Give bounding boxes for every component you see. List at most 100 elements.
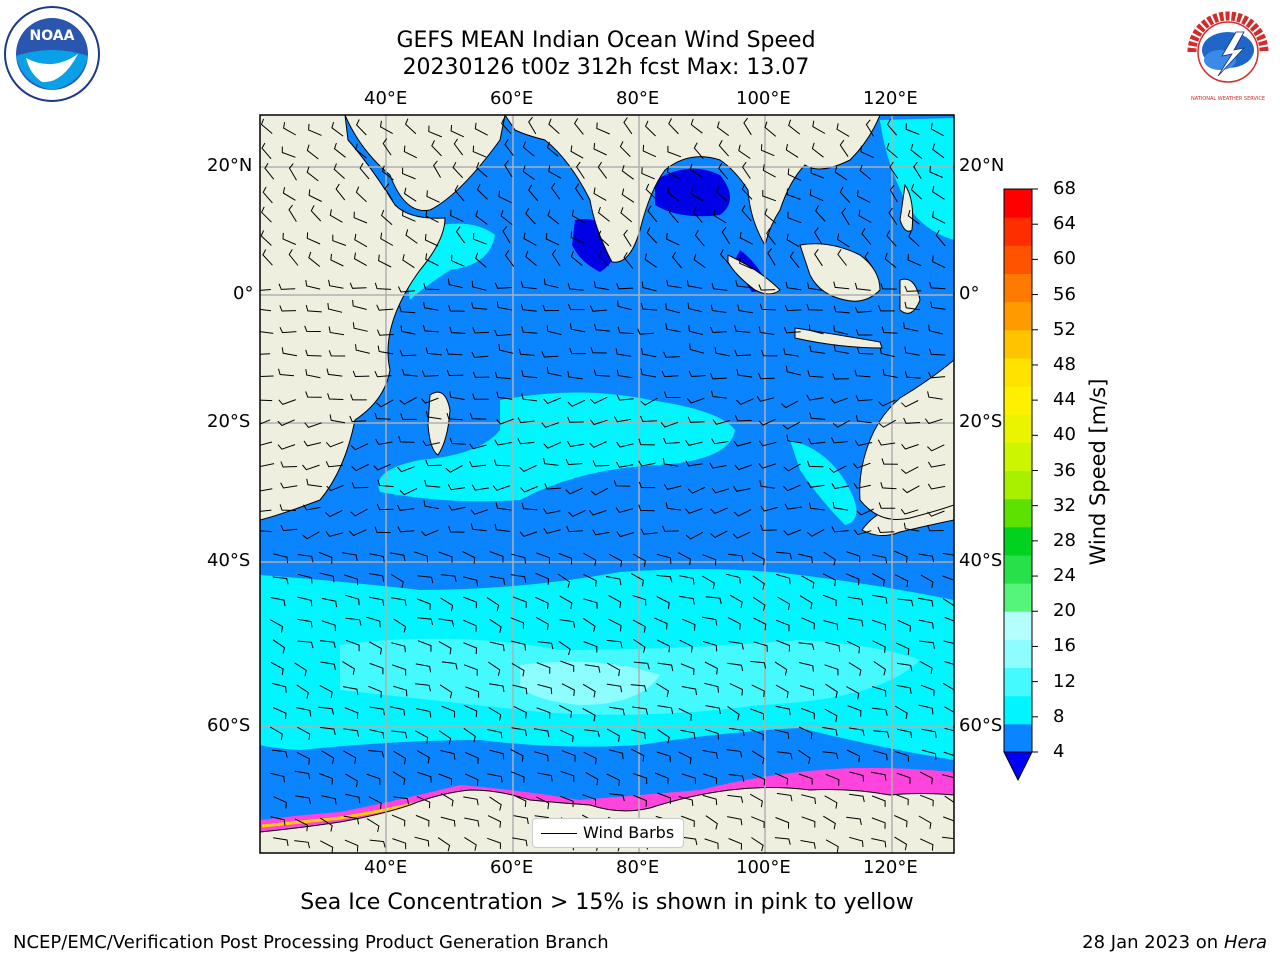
wind-barb [520, 281, 537, 290]
wind-barb [500, 210, 513, 225]
wind-barb [774, 837, 791, 845]
wind-barb [688, 370, 706, 378]
wind-barb [332, 234, 347, 246]
wind-barb [496, 301, 513, 311]
lat-label-left: 20°S [207, 411, 251, 432]
wind-barb [583, 617, 596, 633]
wind-barb [663, 437, 680, 445]
wind-barb [824, 708, 838, 722]
wind-barb [807, 460, 824, 468]
wind-barb [894, 574, 909, 587]
wind-barb [528, 116, 537, 135]
wind-barb [666, 166, 680, 180]
wind-barb [751, 552, 765, 566]
wind-barb [308, 189, 322, 202]
wind-barb [426, 190, 440, 203]
wind-barb [807, 370, 824, 378]
wind-barb [345, 617, 362, 626]
wind-barb [272, 576, 289, 585]
wind-barb [475, 210, 488, 225]
wind-barb [513, 705, 527, 719]
wind-barb [814, 249, 823, 267]
wind-barb [381, 165, 394, 181]
wind-barb [751, 750, 765, 765]
wind-barb [512, 596, 527, 608]
map-frame [259, 114, 955, 854]
wind-barb [417, 771, 432, 783]
wind-barb [392, 771, 406, 785]
wind-barb [450, 209, 464, 222]
wind-barb [567, 282, 584, 291]
wind-barb [294, 818, 309, 832]
wind-barb [677, 552, 692, 566]
wind-barb [919, 771, 933, 785]
wind-barb [573, 118, 584, 135]
wind-barb [855, 395, 873, 402]
wind-barb [369, 553, 385, 563]
wind-barb [864, 251, 874, 269]
wind-barb [739, 257, 753, 270]
wind-barb [424, 479, 441, 488]
wind-barb [368, 750, 385, 758]
wind-barb [608, 749, 624, 760]
wind-barb [369, 662, 384, 675]
wind-barb [687, 416, 705, 423]
wind-barb [640, 528, 658, 535]
wind-barb [901, 466, 919, 475]
colorbar-segment [1004, 329, 1032, 359]
wind-barb [701, 616, 718, 626]
wind-barb [807, 282, 823, 291]
wind-barb [415, 683, 431, 692]
wind-barb [654, 772, 669, 785]
wind-barb [903, 417, 921, 424]
wind-barb [399, 397, 417, 405]
wind-barb [498, 344, 514, 354]
wind-barb [391, 814, 406, 827]
wind-barb [786, 434, 802, 444]
wind-barb [702, 794, 718, 806]
wind-barb [679, 595, 695, 605]
wind-barb [496, 391, 513, 400]
wind-barb [296, 707, 312, 717]
wind-barb [373, 463, 391, 471]
legend-label: Wind Barbs [583, 823, 675, 842]
wind-barb [853, 462, 871, 469]
wind-barb [680, 729, 696, 739]
wind-barb [833, 345, 850, 354]
wind-barb [352, 299, 367, 310]
wind-barb [741, 205, 752, 222]
wind-barb [775, 817, 790, 829]
wind-barb [943, 640, 954, 645]
wind-barb [694, 229, 705, 247]
wind-barb [415, 814, 430, 827]
wind-barb [710, 530, 728, 539]
wind-barb [355, 344, 370, 354]
wind-barb [351, 482, 369, 489]
wind-barb [589, 441, 607, 448]
colorbar-extend-arrow [1003, 751, 1033, 782]
wind-barb [623, 252, 634, 269]
wind-barb [812, 120, 826, 134]
wind-barb [783, 348, 799, 357]
wind-barb [582, 683, 596, 698]
wind-barb [305, 279, 321, 290]
wind-barb [942, 575, 954, 581]
wind-barb [743, 117, 752, 136]
wind-barb [856, 190, 871, 203]
wind-barb [785, 281, 802, 291]
wind-barb [759, 480, 775, 489]
colorbar-segment [1004, 273, 1032, 303]
wind-barb [335, 183, 346, 201]
map-legend: Wind Barbs [532, 818, 684, 848]
wind-barb [929, 165, 943, 178]
wind-barb [590, 487, 609, 496]
colorbar-segment [1004, 245, 1032, 274]
colorbar-tick-label: 52 [1053, 318, 1076, 340]
wind-barb [401, 167, 416, 180]
wind-barb [809, 345, 825, 354]
wind-barb [450, 124, 465, 138]
wind-barb [903, 322, 919, 332]
wind-barb [403, 145, 418, 159]
wind-barb [548, 118, 560, 134]
wind-barb [727, 553, 744, 562]
